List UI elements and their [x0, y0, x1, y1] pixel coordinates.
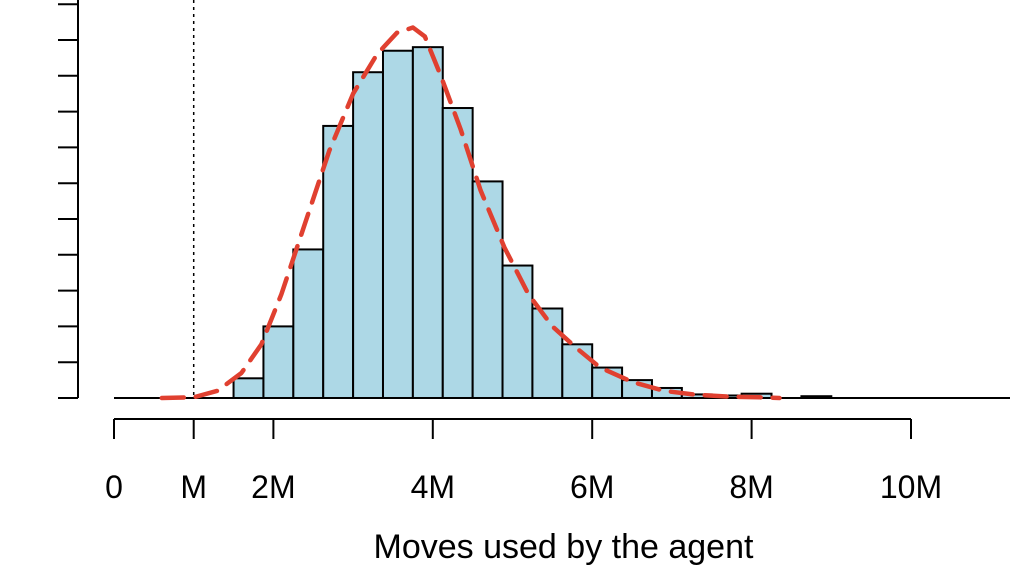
histogram-bar — [322, 124, 355, 399]
x-tick-label: M — [180, 469, 207, 505]
x-axis: 0 M 2M 4M 6M 8M 10M — [105, 418, 942, 505]
histogram-bars — [114, 46, 1010, 400]
x-tick-label: 2M — [251, 469, 295, 505]
histogram-bar — [800, 395, 833, 399]
histogram-bar — [262, 325, 295, 399]
histogram-bar — [531, 307, 564, 399]
histogram-bar — [501, 264, 534, 400]
x-axis-title: Moves used by the agent — [373, 528, 754, 566]
histogram-bar — [292, 248, 325, 399]
histogram-bar — [381, 49, 414, 400]
y-axis — [58, 0, 79, 399]
x-tick-label: 0 — [105, 469, 123, 505]
histogram-bar — [471, 180, 504, 399]
x-tick-label: 6M — [570, 469, 614, 505]
x-tick-label: 10M — [880, 469, 942, 505]
density-curve-group — [159, 25, 782, 401]
x-tick-label: 4M — [411, 469, 455, 505]
histogram-bar — [232, 377, 265, 399]
histogram-bar — [352, 71, 384, 399]
density-curve — [159, 25, 782, 401]
x-tick-label: 8M — [729, 469, 773, 505]
histogram-bar — [411, 46, 444, 399]
histogram-bar — [561, 343, 594, 399]
